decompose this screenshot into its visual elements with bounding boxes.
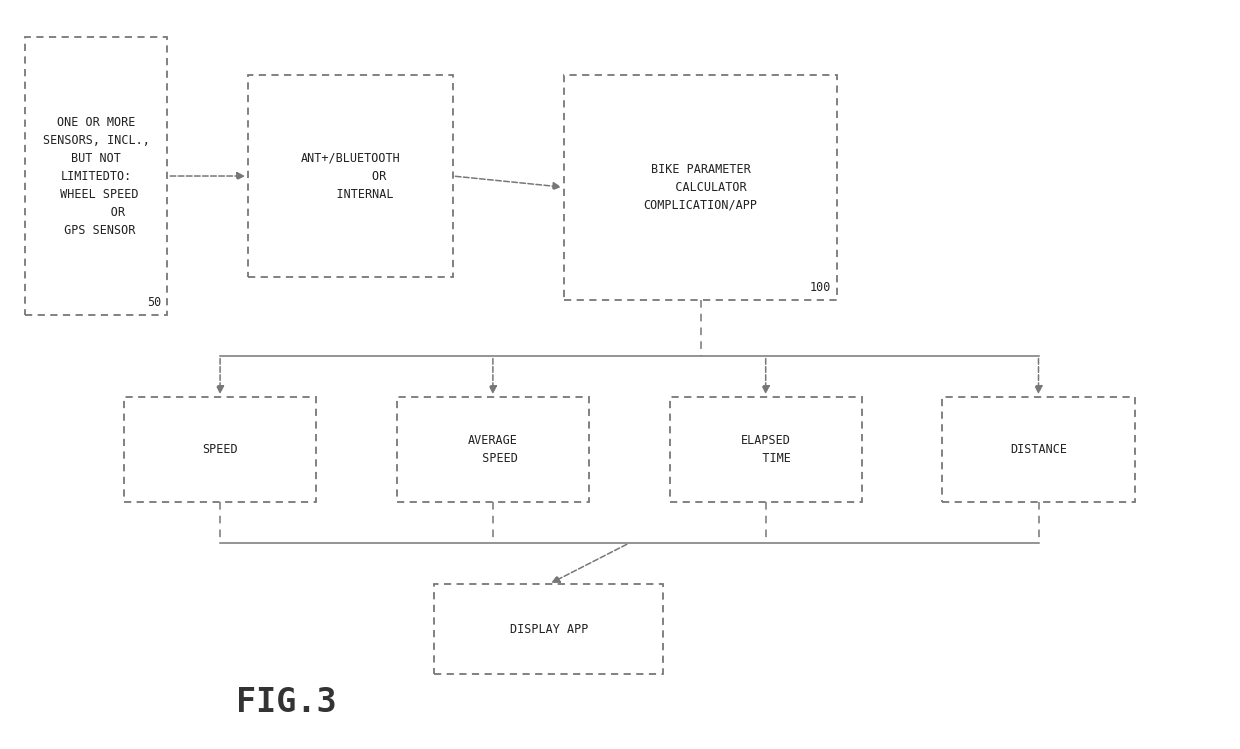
Text: DISPLAY APP: DISPLAY APP bbox=[510, 622, 588, 636]
FancyBboxPatch shape bbox=[124, 397, 316, 502]
Text: FIG.3: FIG.3 bbox=[236, 686, 336, 719]
FancyBboxPatch shape bbox=[564, 75, 837, 300]
Text: 50: 50 bbox=[148, 296, 161, 309]
Text: ONE OR MORE
SENSORS, INCL.,
BUT NOT
LIMITEDTO:
 WHEEL SPEED
      OR
 GPS SENSOR: ONE OR MORE SENSORS, INCL., BUT NOT LIMI… bbox=[42, 115, 150, 237]
FancyBboxPatch shape bbox=[942, 397, 1135, 502]
FancyBboxPatch shape bbox=[434, 584, 663, 674]
FancyBboxPatch shape bbox=[670, 397, 862, 502]
FancyBboxPatch shape bbox=[248, 75, 453, 277]
Text: AVERAGE
  SPEED: AVERAGE SPEED bbox=[467, 434, 518, 465]
FancyBboxPatch shape bbox=[397, 397, 589, 502]
Text: BIKE PARAMETER
   CALCULATOR
COMPLICATION/APP: BIKE PARAMETER CALCULATOR COMPLICATION/A… bbox=[644, 163, 758, 212]
Text: 100: 100 bbox=[810, 281, 831, 294]
FancyBboxPatch shape bbox=[25, 37, 167, 315]
Text: ELAPSED
   TIME: ELAPSED TIME bbox=[740, 434, 791, 465]
Text: ANT+/BLUETOOTH
        OR
    INTERNAL: ANT+/BLUETOOTH OR INTERNAL bbox=[300, 151, 401, 201]
Text: SPEED: SPEED bbox=[202, 443, 238, 456]
Text: DISTANCE: DISTANCE bbox=[1011, 443, 1066, 456]
